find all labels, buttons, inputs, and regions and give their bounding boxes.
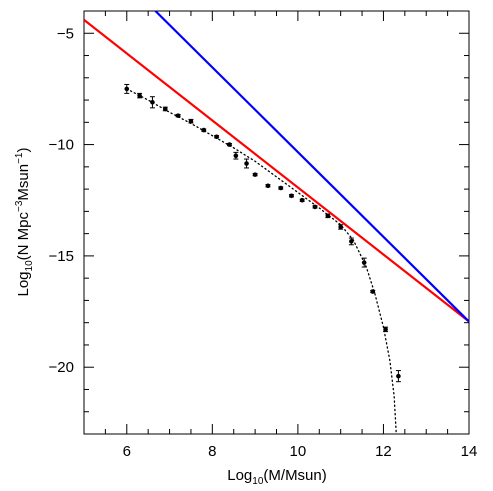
data-marker [265,183,271,189]
data-marker [289,193,294,199]
x-tick-label: 6 [123,443,131,460]
data-point [233,151,239,160]
y-axis-title: Log10(N Mpc−3Msun−1) [14,148,35,297]
data-point [348,237,354,246]
data-point [252,172,258,177]
data-marker [278,185,284,191]
data-marker [299,197,305,203]
data-point [395,370,401,383]
data-point [299,197,305,203]
y-tick-label: −10 [49,137,74,154]
data-point [278,185,284,191]
data-marker [370,289,376,294]
y-tick-label: −20 [49,359,74,376]
data-point [338,224,344,230]
data-marker [349,239,354,244]
y-tick-label: −5 [57,25,74,42]
data-marker [338,224,343,230]
data-point [244,158,250,169]
x-tick-label: 10 [290,443,307,460]
plot-frame [83,10,470,435]
data-marker [162,106,168,112]
data-marker [252,172,258,177]
data-point [265,183,271,189]
x-tick-label: 14 [461,443,478,460]
x-axis-title: Log10(M/Msun) [227,467,327,487]
data-marker [244,161,249,166]
blue-line [154,11,469,323]
data-marker [137,93,142,98]
x-tick-label: 12 [375,443,392,460]
red-line [84,19,469,323]
x-tick-label: 8 [208,443,216,460]
data-marker [233,153,239,159]
data-point [288,193,294,199]
y-tick-label: −15 [49,248,74,265]
data-marker [325,213,331,219]
data-marker [396,373,401,379]
data-point [370,289,376,294]
dotted-fit-curve [126,88,397,434]
